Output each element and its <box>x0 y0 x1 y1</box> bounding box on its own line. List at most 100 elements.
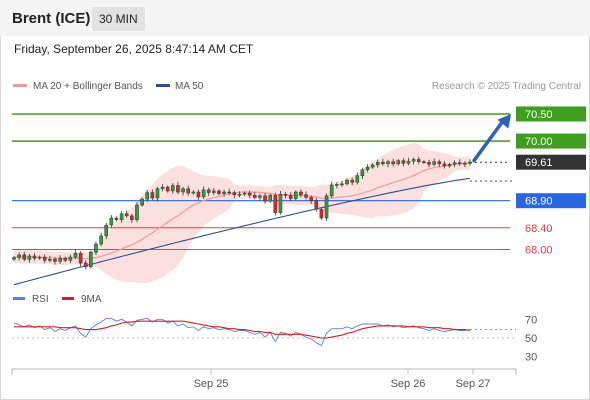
candle <box>212 188 216 196</box>
candle-body <box>457 162 462 165</box>
level-tag-70-50 <box>516 106 586 122</box>
candle-body <box>258 195 262 198</box>
candle-body <box>237 193 242 196</box>
candle <box>314 197 319 212</box>
candle <box>386 159 390 168</box>
ma50-legend-swatch <box>156 84 170 87</box>
candle-body <box>355 175 360 183</box>
rsi-tick-label: 70 <box>525 314 537 326</box>
candle-body <box>150 192 155 199</box>
candle-body <box>181 188 185 193</box>
candle-body <box>396 160 401 165</box>
rsi-legend-label: RSI <box>32 294 49 305</box>
candle-body <box>206 189 211 193</box>
candle <box>278 190 283 215</box>
candle-body <box>165 186 170 192</box>
candle-body <box>360 169 365 177</box>
candle <box>391 158 395 167</box>
candle-body <box>386 161 390 165</box>
candle-body <box>253 195 257 198</box>
level-label-70-50: 70.50 <box>525 109 553 121</box>
candle <box>217 189 221 196</box>
candle-body <box>171 185 175 192</box>
candle-body <box>186 188 190 194</box>
instrument-title: Brent (ICE) <box>12 10 91 27</box>
candle-body <box>89 251 93 268</box>
candle <box>324 193 329 221</box>
candle-body <box>268 195 272 202</box>
candle-body <box>350 179 354 183</box>
rsi-legend-swatch <box>13 297 25 300</box>
candle-body <box>370 164 375 168</box>
candle-body <box>329 184 334 197</box>
candle <box>94 241 98 256</box>
candle-body <box>191 191 196 194</box>
candle <box>17 252 21 261</box>
ma20-legend-swatch <box>13 84 27 87</box>
candle-body <box>58 257 62 262</box>
candle-body <box>212 190 216 193</box>
candle <box>288 192 293 202</box>
candle-body <box>334 184 339 186</box>
candle <box>32 253 37 261</box>
candle-body <box>299 191 303 195</box>
candle <box>294 190 298 201</box>
candle <box>58 255 62 264</box>
forecast-arrow-shaft <box>472 119 505 163</box>
rsi-ma-legend-label: 9MA <box>81 294 102 305</box>
candle-body <box>78 253 83 264</box>
candle-body <box>83 262 88 268</box>
candle <box>442 160 447 169</box>
candle <box>222 189 226 197</box>
candle-body <box>437 161 442 165</box>
candle-body <box>160 186 165 190</box>
rsi-ma-legend-swatch <box>62 297 74 300</box>
candle <box>360 167 365 180</box>
candle-body <box>263 195 267 202</box>
candle <box>155 186 160 202</box>
candle <box>365 164 370 173</box>
candle-body <box>22 254 27 260</box>
candle <box>124 210 129 218</box>
candle-body <box>99 235 103 245</box>
candle-body <box>17 254 21 258</box>
candle <box>114 216 119 222</box>
timeframe-button[interactable]: 30 MIN <box>92 7 145 31</box>
candle <box>329 181 334 198</box>
candle <box>181 186 185 196</box>
candle-body <box>452 162 457 165</box>
candle <box>406 157 411 166</box>
candle-body <box>201 189 206 198</box>
level-label-68-90: 68.90 <box>525 196 553 208</box>
candle-body <box>432 161 436 165</box>
candle <box>319 207 324 220</box>
candle-body <box>319 209 324 219</box>
candle <box>104 223 109 240</box>
candle <box>27 253 32 263</box>
candle-body <box>288 195 293 199</box>
candle <box>99 232 103 247</box>
candle-body <box>340 183 344 186</box>
x-tick-label: Sep 25 <box>194 378 229 390</box>
candle <box>12 255 16 261</box>
candle <box>263 192 267 204</box>
candle <box>119 211 124 223</box>
candle <box>247 190 252 199</box>
candle-body <box>135 204 139 220</box>
header-bar: Brent (ICE) 30 MIN <box>0 0 590 36</box>
candle <box>396 158 401 166</box>
candle-body <box>124 213 129 217</box>
candle <box>299 189 303 198</box>
rsi-line <box>13 317 471 347</box>
candle <box>432 158 436 167</box>
candle <box>273 192 278 216</box>
candle-body <box>37 256 42 259</box>
candle-body <box>42 256 47 261</box>
candle-body <box>273 195 278 213</box>
candle <box>83 260 88 270</box>
candle <box>89 250 93 269</box>
candle-body <box>217 190 221 194</box>
candle-body <box>68 256 73 261</box>
candle-body <box>309 197 313 201</box>
candle-body <box>247 192 252 196</box>
